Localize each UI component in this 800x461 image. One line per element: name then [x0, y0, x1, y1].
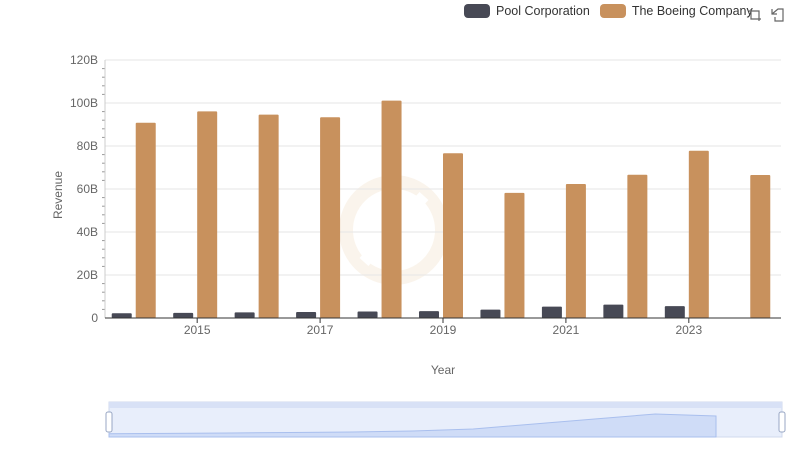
bar-pool-2018[interactable] — [357, 311, 378, 318]
y-tick-label: 120B — [70, 53, 98, 67]
legend-swatch-pool — [464, 4, 490, 18]
brush-select-icon[interactable] — [746, 6, 764, 24]
bar-boeing-2018[interactable] — [381, 100, 402, 318]
bar-boeing-2014[interactable] — [135, 122, 156, 318]
x-tick-label: 2017 — [307, 323, 334, 337]
zoom-move-handle[interactable] — [109, 402, 782, 408]
bar-boeing-2024[interactable] — [750, 175, 771, 318]
bar-boeing-2019[interactable] — [443, 153, 463, 318]
legend-label-boeing: The Boeing Company — [631, 4, 753, 18]
y-axis: 0 20B 40B 60B 80B 100B 120B — [70, 53, 106, 325]
bar-boeing-2017[interactable] — [320, 117, 341, 318]
y-tick-label: 80B — [77, 139, 98, 153]
zoom-end-handle[interactable] — [778, 411, 786, 433]
bar-pool-2015[interactable] — [173, 312, 194, 318]
bar-boeing-2020[interactable] — [504, 192, 525, 318]
bar-pool-2020[interactable] — [480, 309, 501, 318]
legend-label-pool: Pool Corporation — [496, 4, 590, 18]
data-zoom-slider[interactable] — [105, 401, 786, 438]
zoom-preview-area — [108, 413, 717, 438]
bar-boeing-2021[interactable] — [565, 184, 586, 318]
bar-pool-2014[interactable] — [111, 313, 132, 318]
legend-item-boeing[interactable]: The Boeing Company — [599, 4, 753, 18]
bar-pool-2023[interactable] — [664, 306, 685, 318]
legend-item-pool[interactable]: Pool Corporation — [464, 4, 590, 18]
bar-boeing-2022[interactable] — [627, 174, 648, 318]
bar-pool-2016[interactable] — [234, 312, 255, 318]
y-tick-label: 40B — [77, 225, 98, 239]
x-tick-label: 2015 — [184, 323, 211, 337]
bar-boeing-2023[interactable] — [688, 150, 709, 318]
bar-pool-2019[interactable] — [419, 311, 439, 318]
bars — [111, 100, 771, 318]
chart-legend: Pool Corporation The Boeing Company — [464, 4, 763, 18]
y-tick-label: 0 — [91, 311, 98, 325]
bar-boeing-2015[interactable] — [197, 111, 218, 318]
bar-pool-2017[interactable] — [296, 311, 317, 318]
reset-icon[interactable] — [768, 6, 786, 24]
x-tick-label: 2021 — [553, 323, 580, 337]
bar-pool-2022[interactable] — [603, 304, 624, 318]
legend-swatch-boeing — [599, 4, 626, 18]
y-tick-label: 100B — [70, 96, 98, 110]
bar-pool-2021[interactable] — [541, 306, 562, 318]
y-tick-label: 60B — [77, 182, 98, 196]
x-tick-label: 2019 — [430, 323, 457, 337]
x-tick-label: 2023 — [675, 323, 702, 337]
zoom-start-handle[interactable] — [105, 411, 113, 433]
bar-boeing-2016[interactable] — [258, 114, 279, 318]
y-tick-label: 20B — [77, 268, 98, 282]
chart-toolbar — [746, 6, 790, 24]
x-axis: 2015 2017 2019 2021 2023 — [105, 317, 781, 337]
x-axis-title: Year — [430, 363, 456, 377]
